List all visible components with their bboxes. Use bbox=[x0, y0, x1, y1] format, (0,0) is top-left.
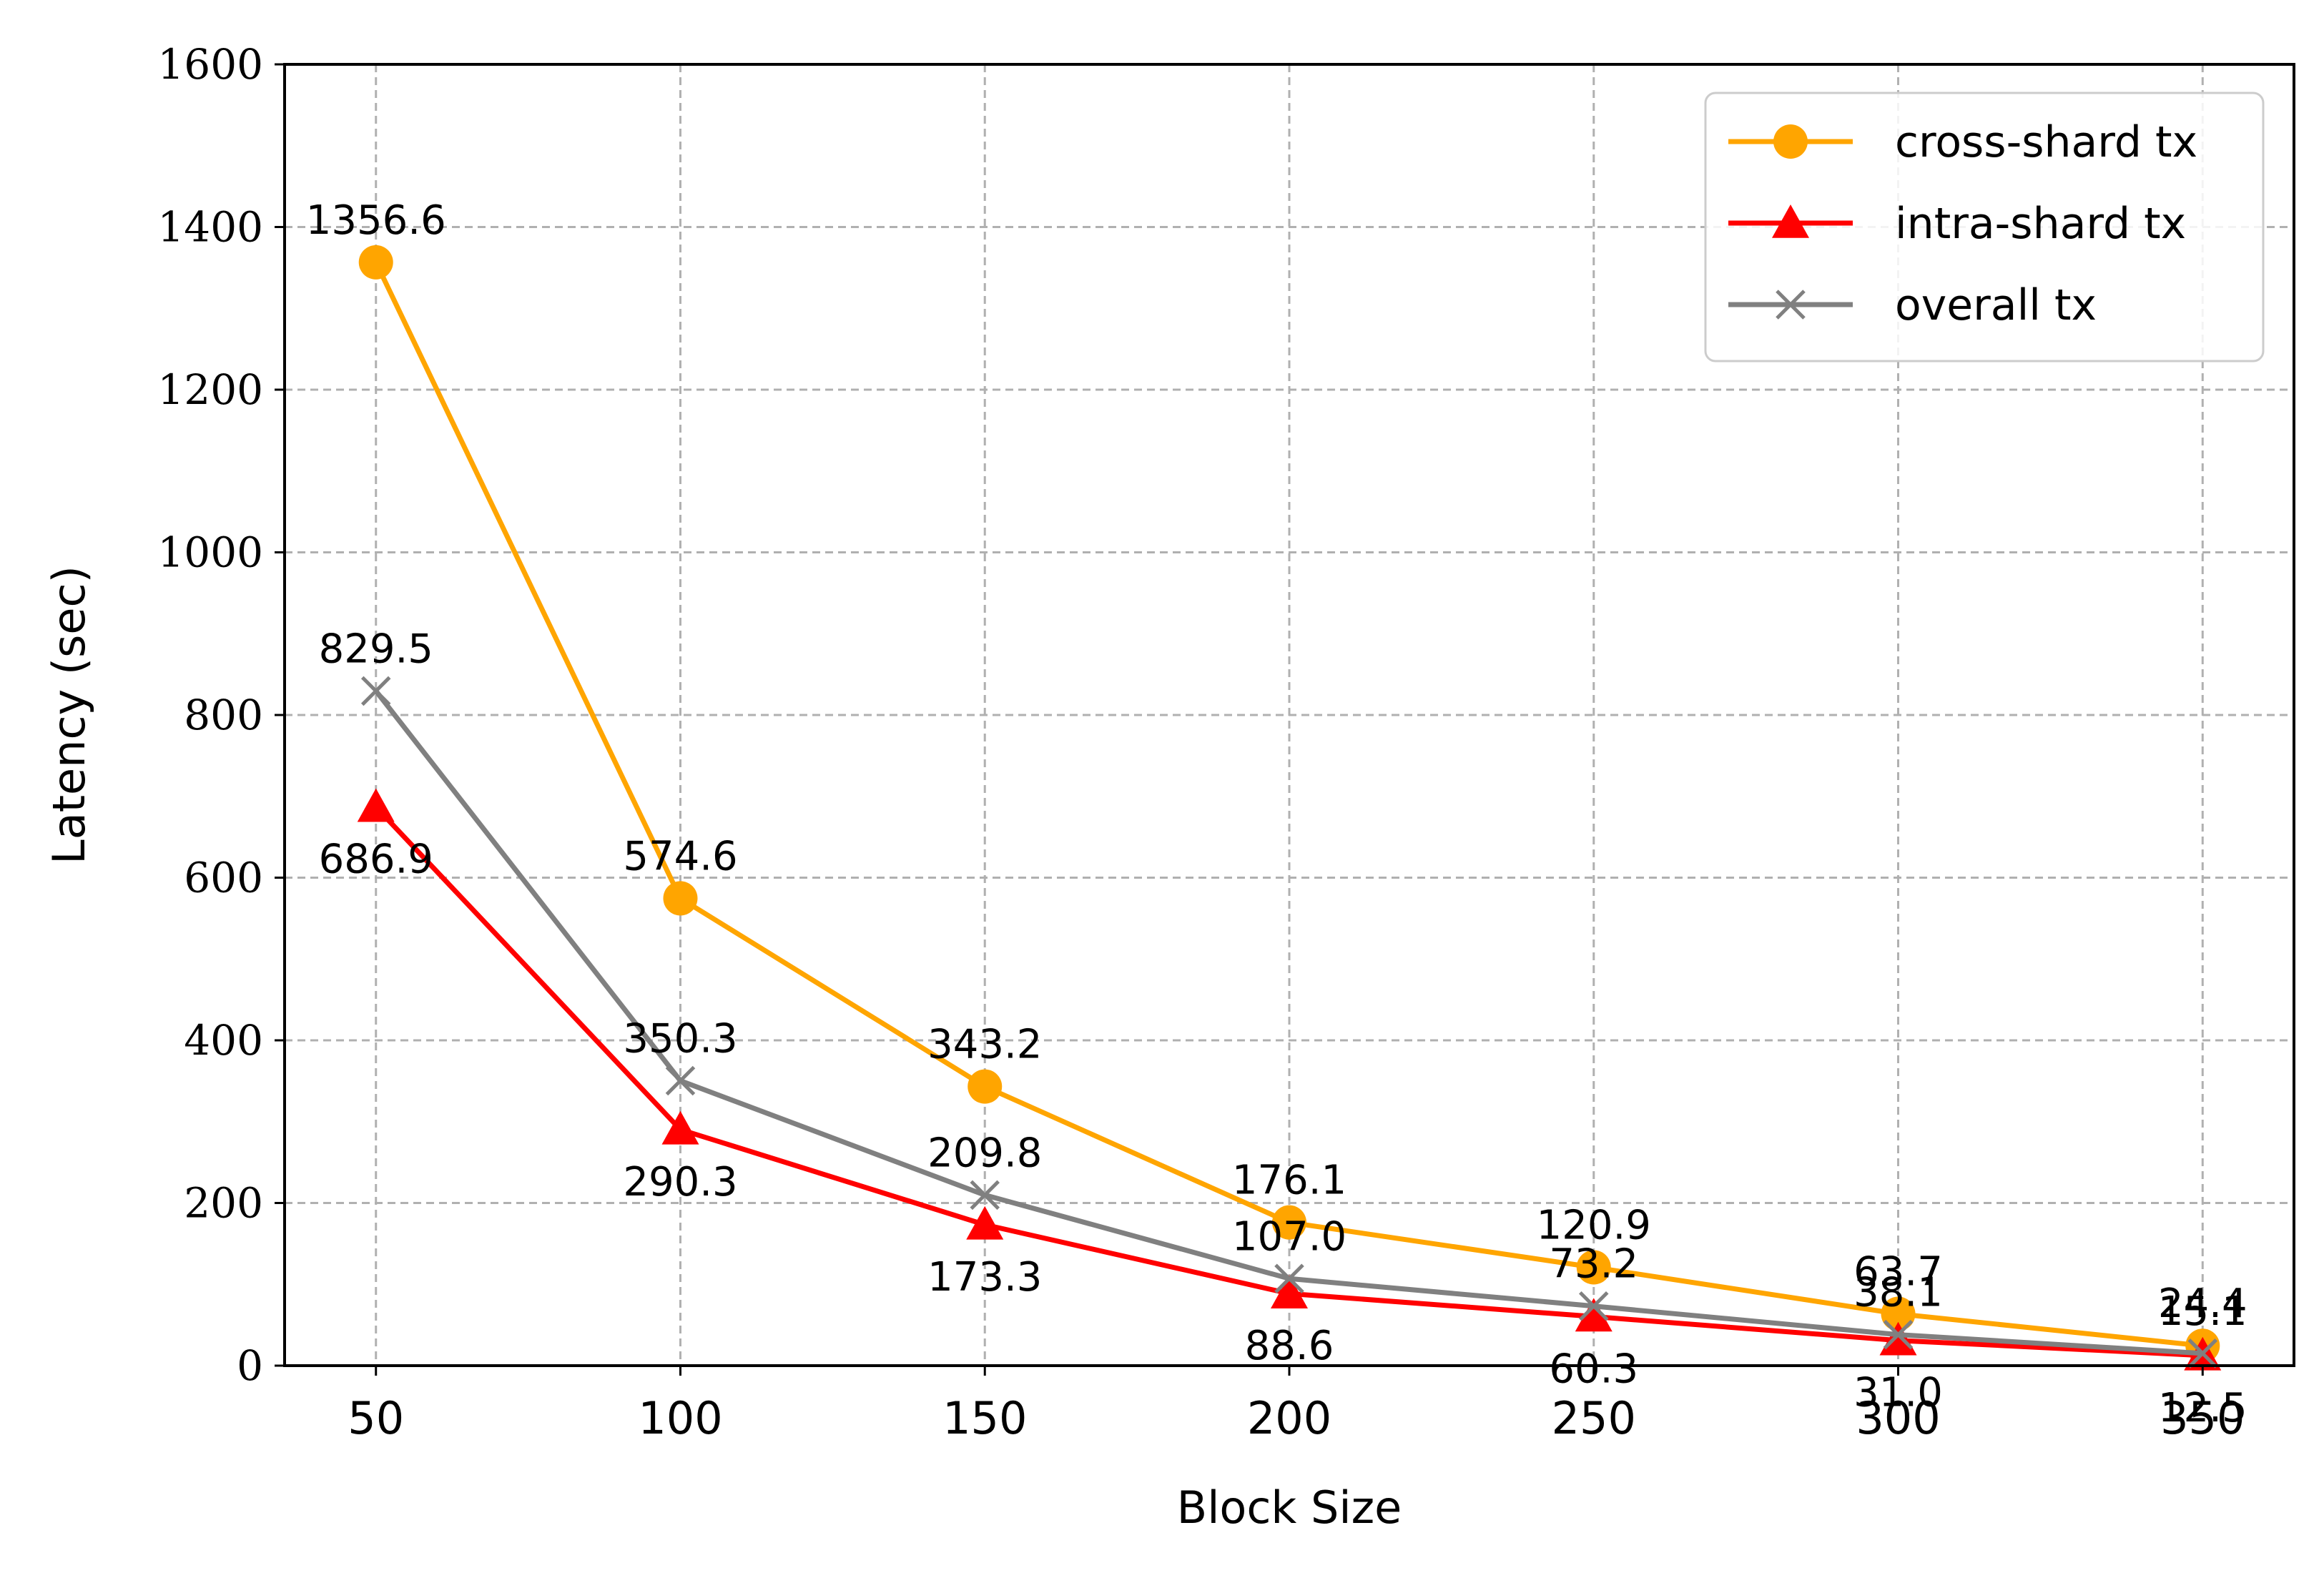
data-point bbox=[360, 676, 391, 706]
data-label: 350.3 bbox=[623, 1016, 737, 1062]
legend-marker-stroke bbox=[1776, 290, 1806, 320]
data-point bbox=[2187, 1338, 2218, 1369]
data-label: 209.8 bbox=[927, 1130, 1042, 1176]
data-label: 290.3 bbox=[623, 1159, 737, 1205]
data-label: 12.5 bbox=[2158, 1385, 2247, 1431]
legend-box bbox=[1704, 92, 2265, 363]
data-labels: 1356.6 574.6 343.2 176.1 120.9 63.7 24.4 686.9 2… bbox=[306, 197, 2247, 1431]
y-tick-label: 800 bbox=[184, 691, 263, 739]
x-tick-label: 200 bbox=[1247, 1392, 1331, 1444]
data-label: 73.2 bbox=[1549, 1241, 1638, 1288]
data-point-stroke bbox=[970, 1180, 1000, 1210]
legend-marker bbox=[1776, 290, 1806, 320]
axis-ticks: 50 100 150 200 250 300 350 0 200 400 600 800 1000 120… bbox=[157, 40, 2245, 1444]
y-axis-label: Latency (sec) bbox=[43, 566, 95, 864]
data-point-stroke bbox=[1883, 1319, 1914, 1350]
data-point bbox=[1575, 1298, 1612, 1332]
data-point bbox=[1274, 1263, 1304, 1294]
series-layer bbox=[357, 245, 2222, 1371]
data-label: 107.0 bbox=[1232, 1213, 1346, 1260]
data-label: 24.4 bbox=[2158, 1281, 2247, 1327]
data-label: 176.1 bbox=[1232, 1158, 1346, 1204]
legend-item: intra-shard tx bbox=[1728, 199, 2186, 249]
x-tick-label: 350 bbox=[2160, 1392, 2245, 1444]
data-label: 88.6 bbox=[1245, 1323, 1334, 1369]
data-point bbox=[1879, 1321, 1917, 1356]
data-label: 574.6 bbox=[623, 833, 737, 879]
data-label: 343.2 bbox=[927, 1022, 1042, 1068]
data-label: 686.9 bbox=[319, 837, 433, 883]
y-tick-label: 200 bbox=[184, 1179, 263, 1228]
data-point-stroke bbox=[1578, 1291, 1609, 1321]
x-tick-label: 50 bbox=[348, 1392, 404, 1444]
legend-label: cross-shard tx bbox=[1895, 117, 2197, 167]
x-axis-label: Block Size bbox=[1177, 1481, 1402, 1534]
y-tick-label: 1400 bbox=[157, 203, 263, 252]
data-point-stroke bbox=[665, 1065, 696, 1096]
data-label: 31.0 bbox=[1853, 1370, 1943, 1416]
x-tick-label: 250 bbox=[1552, 1392, 1636, 1444]
data-point bbox=[661, 1110, 699, 1145]
data-label: 1356.6 bbox=[306, 197, 446, 244]
legend-label: intra-shard tx bbox=[1895, 199, 2186, 249]
data-point bbox=[1576, 1250, 1611, 1285]
data-point bbox=[1272, 1205, 1306, 1240]
x-tick-label: 150 bbox=[942, 1392, 1027, 1444]
data-point bbox=[1883, 1319, 1914, 1350]
legend-marker bbox=[1772, 204, 1809, 238]
y-tick-label: 0 bbox=[237, 1341, 263, 1390]
data-point-stroke bbox=[2187, 1338, 2218, 1369]
data-label: 829.5 bbox=[319, 626, 433, 672]
data-point bbox=[1271, 1275, 1308, 1309]
data-point bbox=[1578, 1291, 1609, 1321]
x-tick-label: 300 bbox=[1856, 1392, 1940, 1444]
data-point bbox=[1881, 1296, 1916, 1331]
data-point bbox=[970, 1180, 1000, 1210]
legend: cross-shard tx intra-shard tx overall tx bbox=[1704, 92, 2265, 363]
data-point bbox=[663, 881, 698, 916]
legend-marker bbox=[1773, 124, 1808, 159]
data-point bbox=[967, 1069, 1003, 1104]
data-point bbox=[357, 788, 395, 822]
data-point bbox=[966, 1205, 1004, 1240]
data-label: 38.1 bbox=[1853, 1270, 1943, 1316]
data-label: 15.1 bbox=[2158, 1288, 2247, 1335]
data-label: 173.3 bbox=[927, 1254, 1042, 1301]
data-point bbox=[665, 1065, 696, 1096]
data-point-stroke bbox=[1274, 1263, 1304, 1294]
legend-item: overall tx bbox=[1728, 280, 2097, 330]
y-tick-label: 1000 bbox=[157, 528, 263, 577]
y-tick-label: 1200 bbox=[157, 365, 263, 414]
data-label: 63.7 bbox=[1853, 1249, 1943, 1296]
y-tick-label: 600 bbox=[184, 854, 263, 902]
y-tick-label: 1600 bbox=[157, 40, 263, 89]
legend-label: overall tx bbox=[1895, 280, 2097, 330]
y-tick-label: 400 bbox=[184, 1016, 263, 1065]
series-2 bbox=[360, 676, 2218, 1369]
data-point-stroke bbox=[360, 676, 391, 706]
x-tick-label: 100 bbox=[638, 1392, 722, 1444]
legend-item: cross-shard tx bbox=[1728, 117, 2197, 167]
data-label: 120.9 bbox=[1537, 1202, 1651, 1248]
data-point bbox=[358, 245, 393, 280]
